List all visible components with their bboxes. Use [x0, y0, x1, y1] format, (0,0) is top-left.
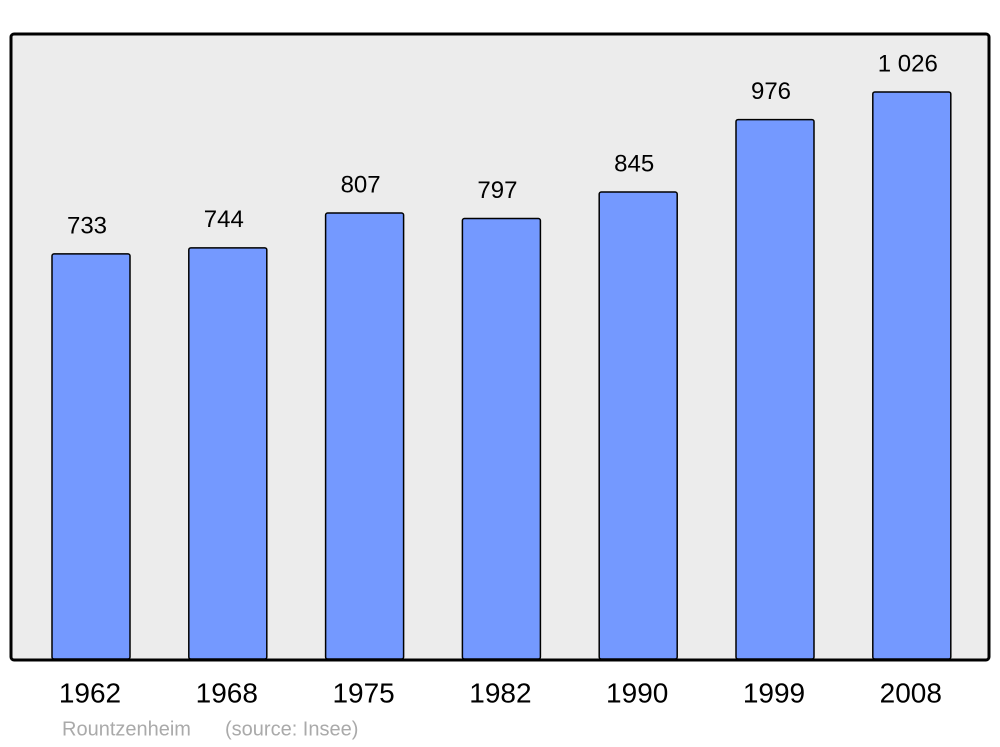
value-label: 744 [204, 206, 244, 233]
source-note: (source: Insee) [225, 718, 358, 740]
x-tick-label: 1999 [743, 677, 805, 708]
value-label: 797 [477, 177, 517, 204]
bar [188, 247, 268, 660]
x-tick-label: 1982 [469, 677, 531, 708]
x-tick-label: 2008 [880, 677, 942, 708]
x-tick-label: 1990 [606, 677, 668, 708]
bar [872, 91, 952, 660]
x-tick-label: 1968 [196, 677, 258, 708]
value-label: 1 026 [878, 50, 938, 77]
value-label: 807 [341, 171, 381, 198]
bar [735, 118, 815, 660]
bar [324, 212, 405, 660]
value-label: 733 [67, 212, 107, 239]
chart-title: Rountzenheim [62, 718, 191, 740]
value-label: 845 [614, 150, 654, 177]
bar [598, 191, 678, 660]
x-tick-label: 1975 [332, 677, 394, 708]
bar [461, 217, 542, 660]
value-label: 976 [751, 78, 791, 105]
x-tick-label: 1962 [59, 677, 121, 708]
bar [51, 253, 131, 660]
